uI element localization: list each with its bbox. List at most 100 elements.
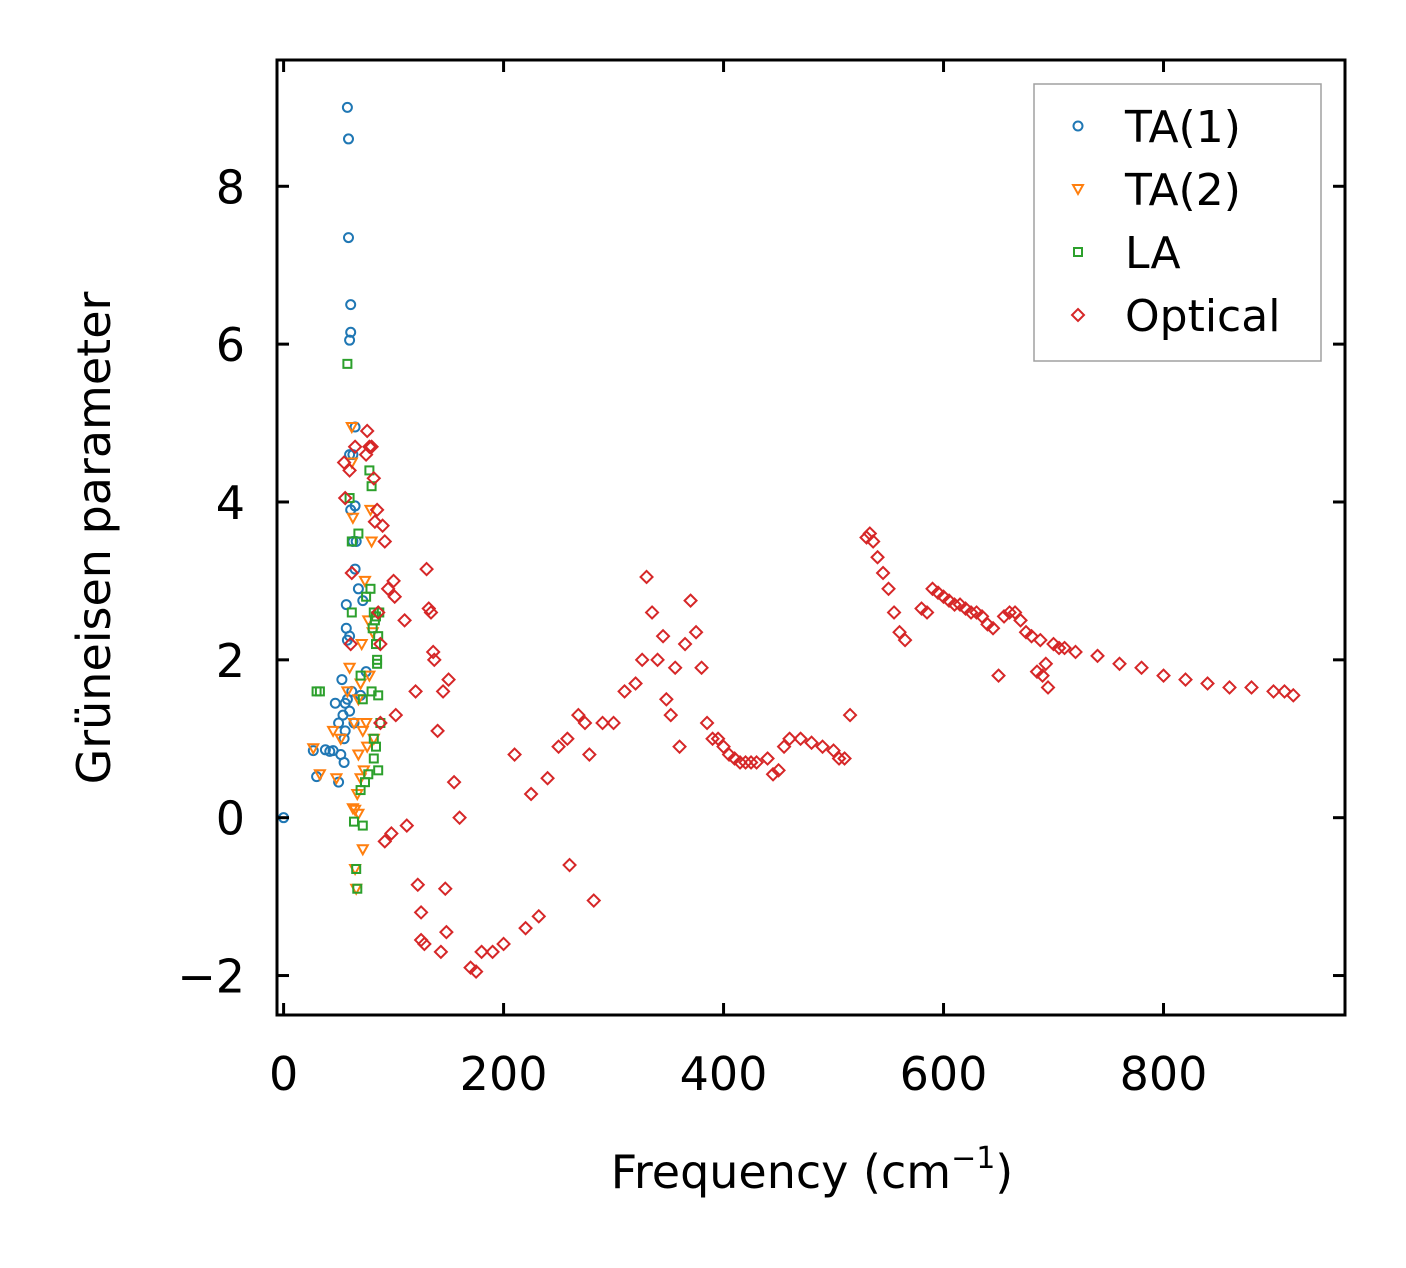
y-axis-label: Grüneisen parameter [67,291,121,784]
ta-2-point [347,717,361,731]
optical-point [364,439,380,455]
la-point [364,465,375,476]
optical-point [1156,668,1171,684]
optical-point [985,620,1001,636]
optical-point [963,605,979,620]
optical-point [980,616,995,632]
optical-point [399,818,415,833]
optical-point [1040,680,1056,695]
ta-1-point [338,756,350,768]
optical-point [372,636,388,652]
optical-point [1002,605,1017,620]
optical-point [617,683,632,699]
optical-point [359,423,375,439]
optical-point [677,636,693,652]
optical-point [793,731,808,747]
optical-point [634,652,650,668]
optical-point [837,751,852,766]
optical-point [831,751,847,766]
optical-point [925,581,940,597]
legend-label: TA(1) [1124,102,1241,153]
ta-2-point [351,808,366,821]
optical-point [721,747,737,762]
optical-point [410,877,426,893]
optical-point [468,964,484,980]
ta-2-point [356,725,370,738]
optical-point [1285,687,1301,703]
optical-point [540,770,555,786]
optical-point [423,605,439,620]
optical-point [760,751,775,766]
ta-2-point [358,575,372,588]
optical-point [463,960,478,976]
optical-point [958,601,973,616]
optical-point [416,936,432,952]
x-tick-label: 0 [269,1047,298,1101]
ta-2-point [354,639,369,652]
optical-point [886,605,902,620]
ta-1-point [345,299,357,311]
optical-point [705,731,720,747]
optical-point [342,462,358,478]
optical-point [859,530,874,545]
optical-point [559,731,575,747]
optical-point [870,549,885,565]
optical-point [430,723,445,739]
ta-2-point [359,717,373,731]
legend-marker [1070,307,1086,323]
optical-point [1222,680,1237,695]
optical-point [1068,644,1083,660]
optical-point [595,715,610,731]
ta-2-point [334,733,348,746]
optical-point [435,683,451,699]
optical-point [518,920,533,936]
optical-point [523,786,539,802]
axis-ticks [277,60,1345,1015]
optical-point [991,668,1006,684]
ta-2-point [329,773,344,786]
legend-box [1033,83,1322,362]
optical-point [1029,664,1045,680]
y-tick-label: −2 [177,950,245,1004]
ta-1-point [342,133,354,145]
la-point [363,769,374,780]
optical-point [1134,660,1149,676]
optical-point [1013,612,1028,628]
optical-point [496,936,511,952]
optical-point [969,605,984,620]
optical-point [425,644,441,660]
la-point [355,670,366,681]
optical-point [699,715,715,731]
ta-2-point [306,743,320,756]
la-point [365,583,376,594]
ta-1-point [345,326,357,338]
optical-point [361,439,377,455]
ta-1-point [342,232,354,244]
ta-2-point [326,725,340,738]
la-point [372,658,383,669]
ta-2-point [360,741,374,754]
optical-point [370,605,386,620]
optical-point [941,593,957,609]
optical-point [507,747,522,762]
optical-point [875,565,891,581]
optical-point [996,609,1012,624]
optical-point [1112,656,1127,672]
la-point [353,528,364,539]
optical-point [782,731,797,747]
la-point [368,753,379,764]
x-axis-label: Frequency (cm−1) [611,1141,1014,1199]
optical-point [372,715,388,731]
optical-point [366,470,382,486]
ta-1-point [341,101,353,113]
optical-point [570,707,586,723]
optical-point [765,766,781,782]
data-markers [278,101,1301,980]
optical-point [628,676,643,691]
y-tick-label: 4 [216,476,245,530]
ta-2-point [345,422,359,435]
optical-point [426,652,442,668]
la-point [357,694,368,705]
optical-point [1057,640,1072,656]
